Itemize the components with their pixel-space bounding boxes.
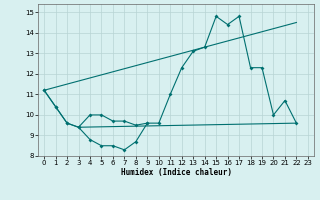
X-axis label: Humidex (Indice chaleur): Humidex (Indice chaleur) [121, 168, 231, 177]
